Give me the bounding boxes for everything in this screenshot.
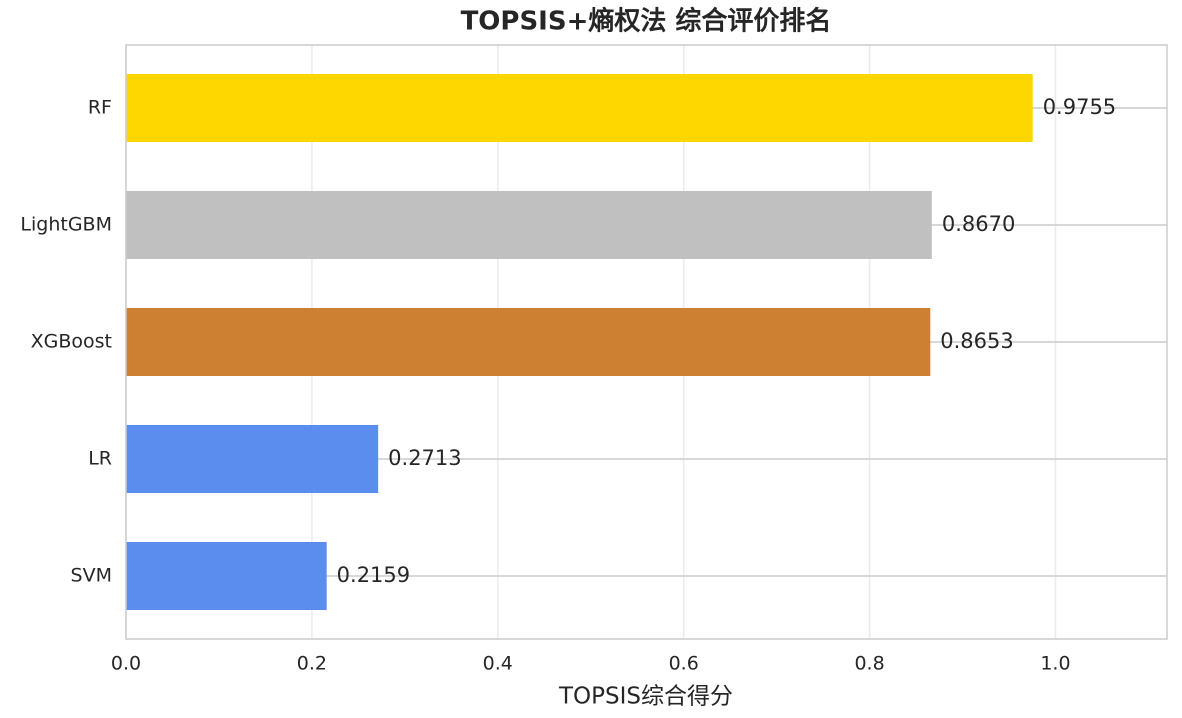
bar: [126, 425, 379, 493]
value-label: 0.2713: [388, 446, 461, 470]
y-tick-label: XGBoost: [31, 331, 112, 353]
value-label: 0.8653: [940, 329, 1013, 353]
x-tick-label: 0.6: [669, 653, 699, 675]
x-tick-label: 0.0: [111, 653, 141, 675]
value-label: 0.9755: [1043, 95, 1116, 119]
bar: [126, 191, 932, 259]
x-tick-label: 0.2: [297, 653, 327, 675]
y-tick-label: LR: [88, 448, 112, 470]
x-tick-label: 1.0: [1040, 653, 1070, 675]
bar: [126, 542, 327, 610]
value-label: 0.8670: [942, 212, 1015, 236]
y-tick-label: LightGBM: [20, 214, 112, 236]
plot-frame: [125, 44, 1168, 640]
value-label: 0.2159: [337, 563, 410, 587]
x-tick-label: 0.8: [854, 653, 884, 675]
bar: [126, 74, 1033, 142]
x-axis-label: TOPSIS综合得分: [558, 684, 733, 710]
y-tick-label: SVM: [71, 565, 112, 587]
chart-title: TOPSIS+熵权法 综合评价排名: [461, 6, 832, 37]
bar: [126, 308, 931, 376]
y-tick-label: RF: [88, 97, 112, 119]
x-tick-label: 0.4: [483, 653, 513, 675]
